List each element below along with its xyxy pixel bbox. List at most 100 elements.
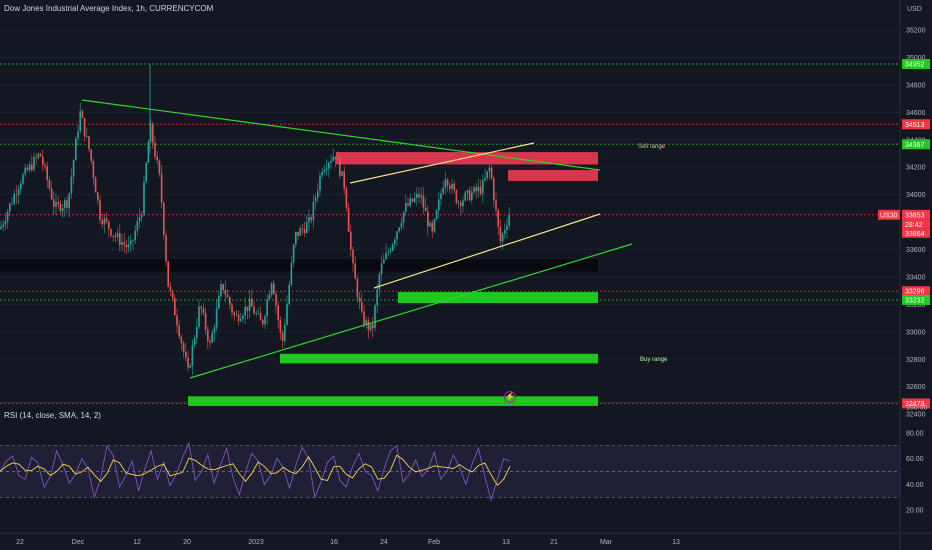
rsi-tick-label: 80.00 [906, 430, 924, 437]
candle-body [169, 286, 172, 291]
candle-body [378, 273, 381, 290]
candle-body [376, 289, 378, 306]
candle-body [323, 169, 326, 173]
buy-zone [398, 292, 598, 304]
candle-body [229, 297, 231, 305]
x-tick-label: 2023 [248, 539, 264, 546]
candle-body [24, 167, 26, 175]
candle-body [317, 190, 319, 198]
candle-body [22, 174, 24, 184]
buy-range-label: Buy range [640, 357, 668, 363]
candle-body [9, 203, 11, 212]
neutral-zone [0, 259, 598, 272]
candle-body [4, 221, 7, 225]
candle-body [306, 222, 308, 233]
candle-body [6, 211, 9, 222]
level-label: 33853 [905, 212, 925, 219]
candle-body [75, 138, 77, 161]
bolt-icon[interactable]: ⚡ [504, 391, 516, 403]
y-tick-label: 32400 [906, 412, 926, 419]
candle-body [457, 202, 460, 204]
candle-body [211, 332, 213, 343]
candle-body [198, 306, 200, 327]
candle-body [270, 283, 273, 295]
buy-zone [280, 353, 598, 364]
candle-body [286, 303, 288, 325]
candle-body [68, 193, 70, 209]
candle-body [77, 131, 79, 139]
candle-body [361, 301, 363, 312]
rsi-pane [0, 441, 900, 502]
candle-body [336, 157, 339, 160]
y-tick-label: 33600 [906, 247, 926, 254]
candle-body [372, 324, 374, 328]
candle-body [46, 166, 48, 180]
candle-body [444, 179, 447, 188]
candle-body [79, 111, 81, 132]
candle-body [466, 190, 469, 193]
candle-body [158, 160, 161, 174]
candle-body [178, 325, 180, 337]
candle-body [497, 209, 499, 227]
candle-body [33, 156, 35, 170]
x-tick-label: 21 [550, 539, 558, 546]
candle-body [257, 313, 260, 315]
y-tick-label: 33200 [906, 302, 926, 309]
candle-body [138, 217, 141, 222]
candle-body [266, 299, 268, 317]
level-label: 34367 [905, 142, 925, 149]
candle-body [253, 306, 255, 314]
candle-body [167, 261, 169, 287]
candle-body [508, 214, 510, 226]
symbol-label: US30 [880, 212, 898, 219]
candle-body [273, 283, 275, 295]
candle-body [431, 222, 433, 232]
candle-body [116, 233, 119, 237]
candle-body [303, 229, 306, 233]
candle-body [343, 171, 345, 189]
x-tick-label: 13 [502, 539, 510, 546]
candle-body [13, 194, 15, 204]
candle-body [171, 290, 174, 298]
candle-body [110, 229, 112, 236]
level-tag [902, 398, 930, 409]
candle-body [189, 365, 191, 368]
candle-body [207, 329, 209, 342]
candle-body [449, 185, 451, 189]
candle-body [473, 187, 475, 193]
candle-body [242, 315, 244, 319]
sell-zone [508, 169, 598, 181]
y-tick-label: 34800 [906, 82, 926, 89]
candle-body [460, 202, 462, 207]
candle-body [479, 186, 482, 194]
candle-body [493, 178, 495, 201]
y-tick-label: 34200 [906, 165, 926, 172]
candle-body [499, 226, 502, 242]
candle-body [314, 197, 317, 202]
candle-body [176, 315, 178, 326]
candle-body [387, 251, 389, 253]
candle-body [233, 312, 235, 316]
rsi-tick-label: 60.00 [906, 456, 924, 463]
candle-body [127, 244, 130, 248]
candle-body [413, 197, 416, 202]
x-tick-label: 16 [330, 539, 338, 546]
candle-body [383, 259, 385, 264]
level-label: 32478 [905, 401, 925, 408]
y-tick-label: 32600 [906, 384, 926, 391]
candle-body [495, 200, 497, 210]
candle-body [475, 187, 477, 191]
candle-body [345, 188, 348, 208]
candle-body [163, 202, 165, 235]
trendline-resistance [81, 99, 601, 171]
symbol-tag [878, 209, 900, 220]
candle-body [374, 305, 376, 328]
candle-body [312, 201, 315, 220]
candle-body [396, 231, 398, 240]
candle-body [61, 207, 64, 212]
candle-body [132, 239, 134, 241]
candle-body [191, 345, 194, 366]
candle-body [453, 183, 455, 191]
level-tag [902, 59, 930, 70]
